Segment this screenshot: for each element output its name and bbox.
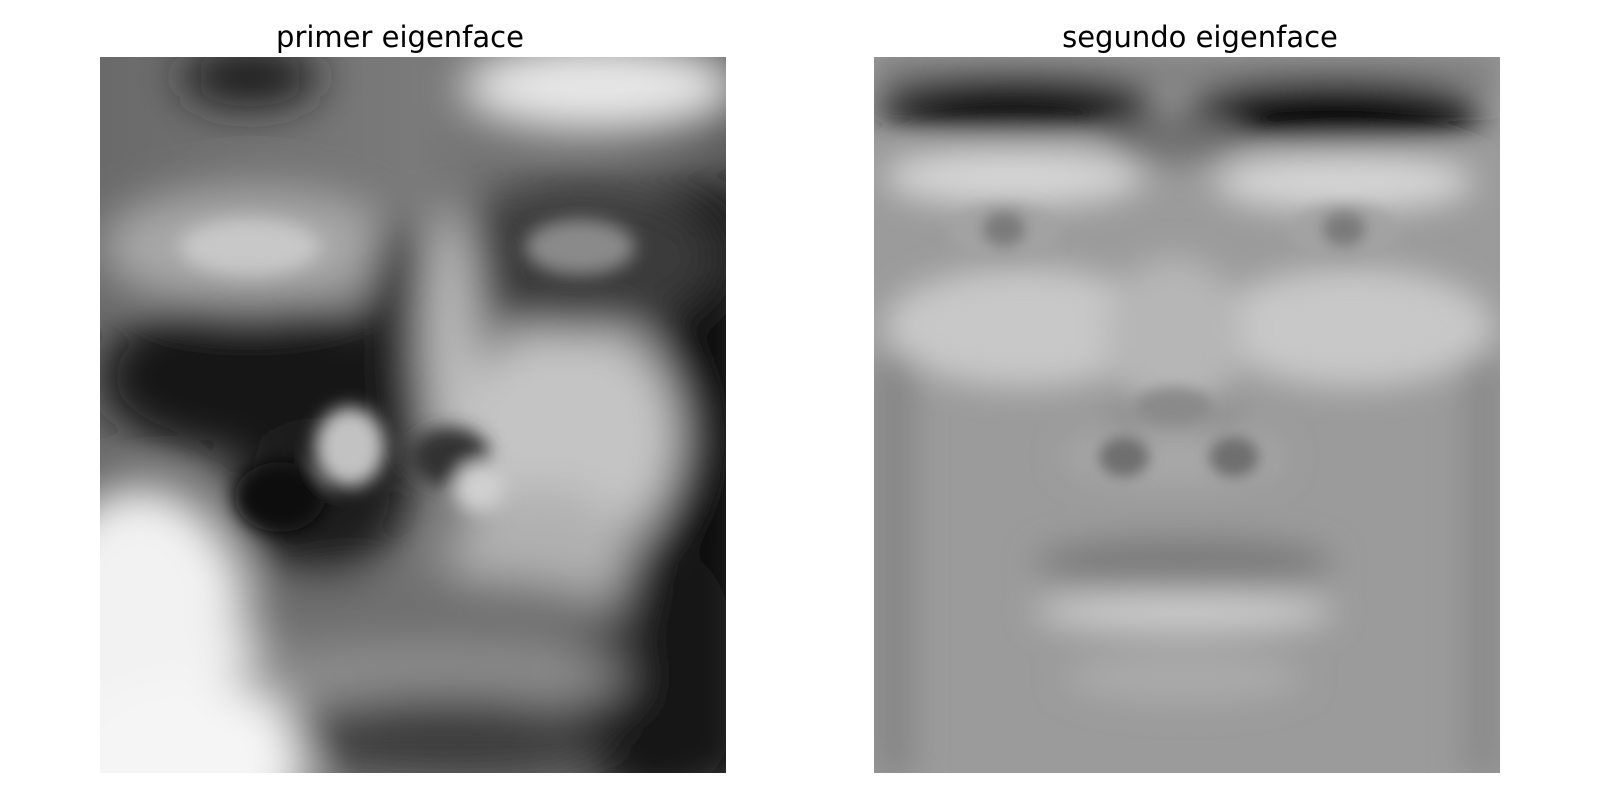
panel-title-2: segundo eigenface xyxy=(1062,20,1338,54)
eigenface-panel-2: segundo eigenface xyxy=(800,0,1600,800)
panel-title-1: primer eigenface xyxy=(276,20,524,54)
eigenface-1-image xyxy=(100,57,726,773)
eigenface-panel-1: primer eigenface xyxy=(100,20,726,773)
eigenface-2-image xyxy=(874,57,1500,773)
